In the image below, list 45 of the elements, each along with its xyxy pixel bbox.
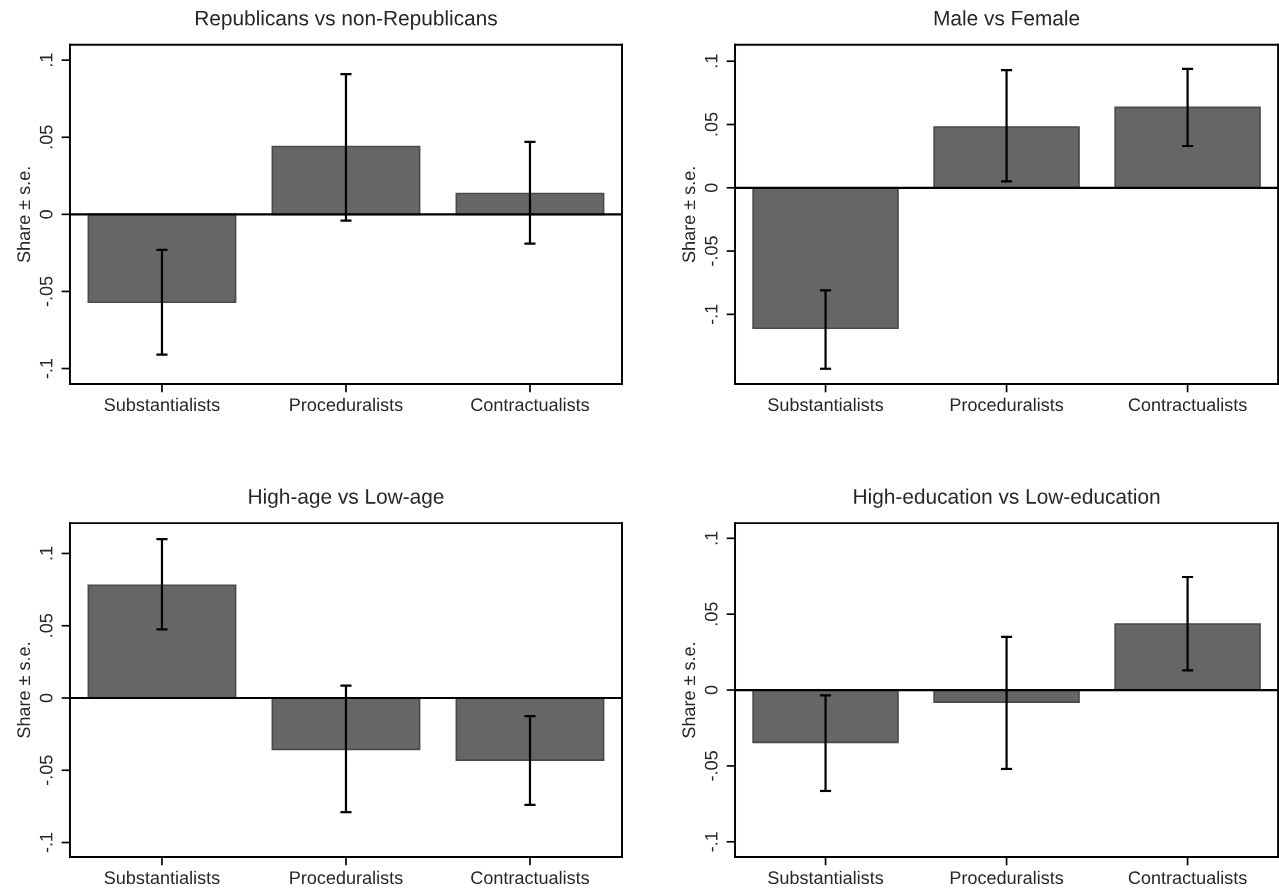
y-tick-label: .1 (704, 54, 718, 68)
x-tick-label: Proceduralists (950, 870, 1064, 885)
y-tick-label: .1 (39, 546, 53, 560)
y-tick-label: -.05 (704, 751, 718, 781)
y-tick-label: 0 (39, 210, 53, 219)
y-tick-label: 0 (704, 183, 718, 193)
y-tick-label: .05 (704, 602, 718, 626)
y-axis-title: Share ± s.e. (16, 643, 31, 738)
y-tick-label: .05 (704, 112, 718, 136)
bar (933, 126, 1080, 189)
y-tick-label: .05 (39, 613, 53, 637)
y-tick-label: -.1 (39, 832, 53, 853)
y-tick-label: .05 (39, 125, 53, 149)
y-axis-title: Share ± s.e. (681, 643, 696, 738)
chart-title: High-age vs Low-age (249, 488, 444, 509)
x-tick-label: Substantialists (104, 397, 220, 412)
x-tick-label: Substantialists (768, 397, 884, 412)
y-tick-label: -.05 (39, 755, 53, 786)
chart-title: Republicans vs non-Republicans (195, 10, 497, 30)
y-axis-title: Share ± s.e. (16, 167, 31, 263)
y-tick-label: -.1 (704, 304, 718, 325)
y-tick-label: -.05 (39, 276, 53, 307)
y-axis-title: Share ± s.e. (681, 167, 696, 263)
x-tick-label: Contractualists (1128, 870, 1247, 885)
bar (752, 186, 899, 330)
y-tick-label: 0 (39, 693, 53, 703)
y-tick-label: -.1 (39, 358, 53, 379)
x-tick-label: Contractualists (1128, 397, 1247, 412)
y-tick-label: 0 (704, 685, 718, 695)
x-tick-label: Substantialists (104, 870, 220, 885)
x-tick-label: Proceduralists (950, 397, 1064, 412)
chart-title: High-education vs Low-education (854, 488, 1160, 509)
x-tick-label: Contractualists (471, 870, 590, 885)
x-tick-label: Proceduralists (290, 397, 403, 412)
x-tick-label: Substantialists (768, 870, 884, 885)
chart-title: Male vs Female (934, 10, 1080, 26)
x-tick-label: Proceduralists (290, 870, 403, 885)
y-tick-label: -.05 (704, 236, 718, 266)
bar (271, 145, 421, 216)
y-tick-label: -.1 (704, 832, 718, 852)
y-tick-label: .1 (704, 531, 718, 545)
x-tick-label: Contractualists (471, 397, 590, 412)
bar (87, 213, 237, 304)
y-tick-label: .1 (39, 53, 53, 67)
bar (1114, 106, 1261, 189)
